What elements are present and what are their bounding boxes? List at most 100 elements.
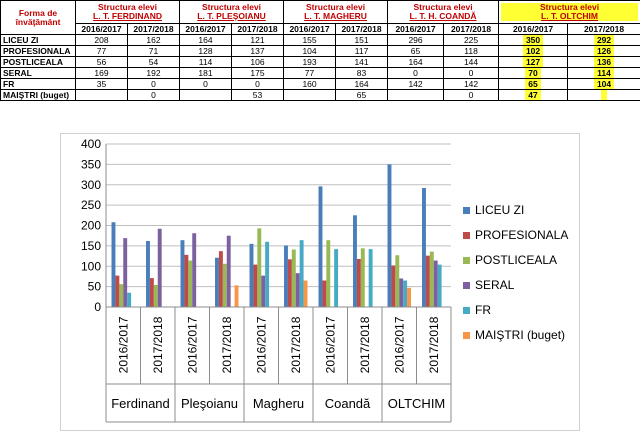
table-cell: 162 — [128, 35, 180, 46]
category-label: 2017/2018 — [151, 316, 165, 373]
table-cell: 65 — [388, 46, 444, 57]
table-cell: 54 — [128, 57, 180, 68]
year-header: 2017/2018 — [444, 24, 499, 35]
legend-label: SERAL — [475, 278, 515, 292]
table-cell: 114 — [180, 57, 232, 68]
group-label: Ferdinand — [111, 396, 170, 411]
bar — [322, 281, 326, 307]
corner-header: Forma de învăţământ — [1, 1, 76, 35]
category-label: 2017/2018 — [358, 316, 372, 373]
bar — [391, 265, 395, 307]
highlighted-value: 114 — [594, 68, 614, 78]
table-cell: 83 — [336, 68, 388, 79]
highlighted-value: 127 — [523, 57, 543, 67]
bar — [250, 244, 254, 307]
table-cell: 53 — [232, 90, 284, 101]
row-label: MAIŞTRI (buget) — [1, 90, 76, 101]
highlighted-value: 136 — [594, 57, 614, 67]
table-cell: 118 — [444, 46, 499, 57]
y-tick-label: 50 — [88, 280, 102, 294]
table-cell: 128 — [180, 46, 232, 57]
year-header: 2016/2017 — [388, 24, 444, 35]
bar — [284, 245, 288, 307]
highlighted-value: 47 — [525, 90, 540, 100]
group-label: Coandă — [325, 396, 371, 411]
y-tick-label: 400 — [81, 137, 101, 151]
bar — [426, 256, 430, 307]
bar — [296, 273, 300, 307]
bar — [357, 259, 361, 307]
bar — [399, 278, 403, 307]
highlighted-value: 126 — [594, 46, 614, 56]
highlighted-value: 350 — [523, 35, 543, 45]
bar — [257, 228, 261, 307]
bar — [127, 293, 131, 307]
table-cell: 0 — [444, 68, 499, 79]
table-cell: 208 — [76, 35, 128, 46]
table-cell: 169 — [76, 68, 128, 79]
table-cell: 160 — [284, 79, 336, 90]
legend-swatch — [463, 282, 470, 289]
table-cell: 77 — [76, 46, 128, 57]
table-cell: 102 — [499, 46, 568, 57]
row-label: LICEU ZI — [1, 35, 76, 46]
table-cell: 104 — [568, 79, 640, 90]
table-row: MAIŞTRI (buget) 0 53 65 0 47 — [1, 90, 640, 101]
bar — [215, 258, 219, 307]
bar — [265, 242, 269, 307]
legend-swatch — [463, 332, 470, 339]
table-cell: 0 — [232, 79, 284, 90]
year-header: 2016/2017 — [180, 24, 232, 35]
highlighted-value — [601, 90, 607, 100]
row-label: FR — [1, 79, 76, 90]
table-cell: 117 — [336, 46, 388, 57]
table-cell: 0 — [444, 90, 499, 101]
table-cell: 137 — [232, 46, 284, 57]
bar — [219, 251, 223, 307]
table-cell: 193 — [284, 57, 336, 68]
bar — [430, 252, 434, 307]
table-cell: 164 — [388, 57, 444, 68]
y-tick-label: 150 — [81, 239, 101, 253]
bar — [438, 265, 442, 307]
table-cell — [180, 90, 232, 101]
table-cell: 77 — [284, 68, 336, 79]
table-cell: 0 — [180, 79, 232, 90]
table-cell: 192 — [128, 68, 180, 79]
table-cell: 181 — [180, 68, 232, 79]
year-header: 2017/2018 — [232, 24, 284, 35]
bar — [115, 276, 119, 307]
table-cell: 65 — [499, 79, 568, 90]
legend-swatch — [463, 307, 470, 314]
table-cell: 175 — [232, 68, 284, 79]
bar — [184, 255, 188, 307]
bar — [112, 222, 116, 307]
bar — [304, 281, 308, 307]
bar — [434, 261, 438, 307]
bar — [361, 248, 365, 307]
category-label: 2016/2017 — [323, 316, 337, 373]
table-cell: 65 — [336, 90, 388, 101]
bar — [235, 285, 239, 307]
legend-label: FR — [475, 303, 491, 317]
table-cell: 0 — [128, 90, 180, 101]
table-cell: 164 — [180, 35, 232, 46]
bar — [253, 265, 257, 307]
bar — [261, 276, 265, 307]
table-cell: 104 — [284, 46, 336, 57]
category-label: 2016/2017 — [254, 316, 268, 373]
table-cell: 350 — [499, 35, 568, 46]
legend-label: PROFESIONALA — [475, 228, 568, 242]
bar — [150, 278, 154, 307]
bar — [407, 288, 411, 307]
row-label: POSTLICEALA — [1, 57, 76, 68]
group-label: Pleşoianu — [181, 396, 238, 411]
table-cell: 0 — [128, 79, 180, 90]
table-cell: 126 — [568, 46, 640, 57]
group-label: OLTCHIM — [388, 396, 446, 411]
category-label: 2017/2018 — [427, 316, 441, 373]
y-tick-label: 250 — [81, 198, 101, 212]
